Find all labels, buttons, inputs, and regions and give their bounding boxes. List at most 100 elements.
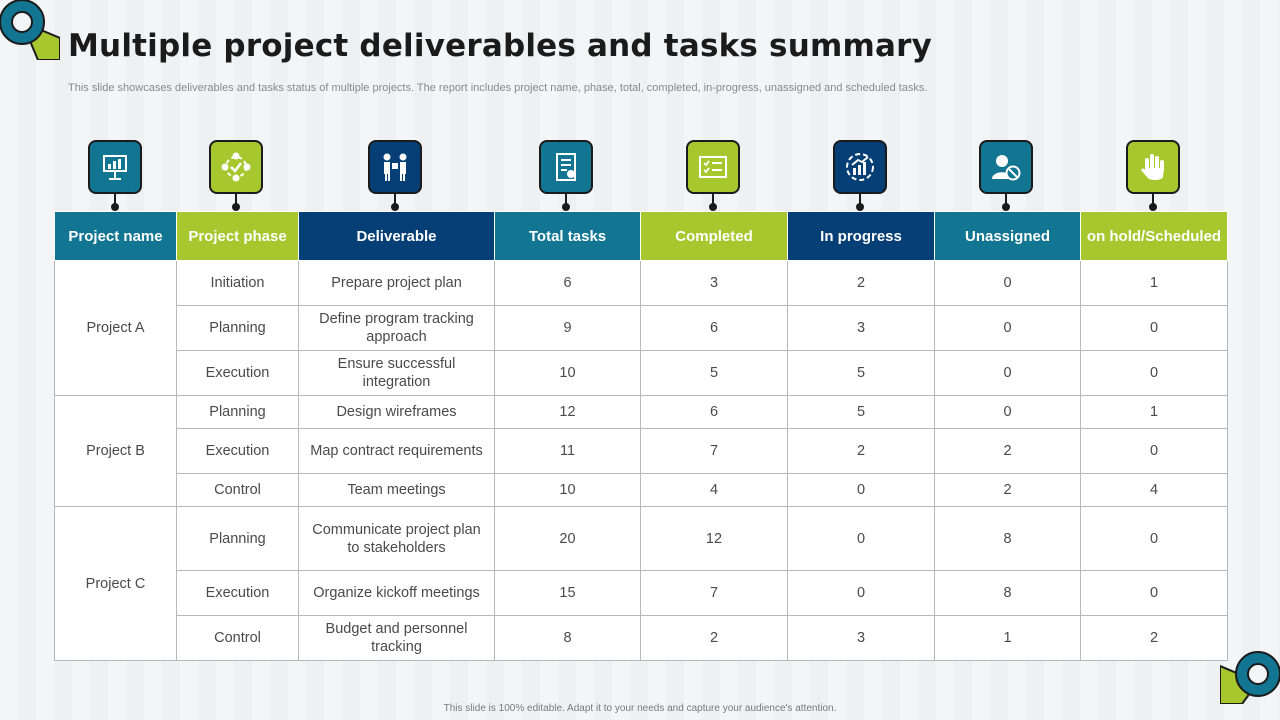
header-icon-row — [54, 140, 1227, 212]
in-progress-cell: 2 — [787, 428, 935, 474]
corner-decoration-bottom-right — [1220, 651, 1280, 704]
completed-cell: 7 — [640, 570, 788, 616]
icon-slot-unassigned — [979, 140, 1037, 212]
header-total-tasks: Total tasks — [494, 211, 641, 261]
header-deliverable: Deliverable — [298, 211, 495, 261]
total-cell: 20 — [494, 506, 641, 571]
header-project-name: Project name — [54, 211, 177, 261]
icon-slot-deliverable — [368, 140, 426, 212]
in-progress-cell: 0 — [787, 506, 935, 571]
scheduled-cell: 0 — [1080, 570, 1228, 616]
deliverables-table: Project name Project phase Deliverable T… — [54, 211, 1228, 661]
table-row: Project A Initiation Prepare project pla… — [54, 260, 1228, 396]
icon-slot-on-hold — [1126, 140, 1184, 212]
task-list-icon — [539, 140, 593, 194]
total-cell: 8 — [494, 615, 641, 661]
hold-hand-icon — [1126, 140, 1180, 194]
deliverable-cell: Organize kickoff meetings — [298, 570, 495, 616]
project-name-cell: Project B — [54, 395, 177, 507]
icon-slot-total-tasks — [539, 140, 597, 212]
completed-cell: 7 — [640, 428, 788, 474]
progress-chart-icon — [833, 140, 887, 194]
handover-icon — [368, 140, 422, 194]
table-row: Control Team meetings 10 4 0 2 4 — [55, 473, 1228, 507]
total-cell: 15 — [494, 570, 641, 616]
scheduled-cell: 1 — [1080, 260, 1228, 306]
project-name-cell: Project C — [54, 506, 177, 661]
unassigned-cell: 0 — [934, 350, 1081, 396]
phase-cell: Initiation — [176, 260, 299, 306]
total-cell: 12 — [494, 395, 641, 429]
header-project-phase: Project phase — [176, 211, 299, 261]
icon-slot-project-name — [88, 140, 146, 212]
deliverable-cell: Budget and personnel tracking — [298, 615, 495, 661]
phase-cell: Execution — [176, 350, 299, 396]
deliverable-cell: Prepare project plan — [298, 260, 495, 306]
unassigned-cell: 0 — [934, 395, 1081, 429]
phase-cell: Planning — [176, 506, 299, 571]
table-row: Project B Planning Design wireframes 12 … — [54, 395, 1228, 507]
deliverable-cell: Ensure successful integration — [298, 350, 495, 396]
icon-slot-project-phase — [209, 140, 267, 212]
project-name-cell: Project A — [54, 260, 177, 396]
header-in-progress: In progress — [787, 211, 935, 261]
phase-cell: Planning — [176, 395, 299, 429]
total-cell: 6 — [494, 260, 641, 306]
in-progress-cell: 5 — [787, 395, 935, 429]
scheduled-cell: 0 — [1080, 428, 1228, 474]
completed-cell: 6 — [640, 305, 788, 351]
total-cell: 11 — [494, 428, 641, 474]
deliverable-cell: Communicate project plan to stakeholders — [298, 506, 495, 571]
corner-decoration-top-left — [0, 0, 60, 60]
in-progress-cell: 3 — [787, 305, 935, 351]
in-progress-cell: 0 — [787, 473, 935, 507]
icon-slot-in-progress — [833, 140, 891, 212]
icon-slot-completed — [686, 140, 744, 212]
footer-note: This slide is 100% editable. Adapt it to… — [443, 703, 837, 714]
presentation-board-icon — [88, 140, 142, 194]
deliverable-cell: Map contract requirements — [298, 428, 495, 474]
table-row: Project C Planning Communicate project p… — [54, 506, 1228, 661]
deliverable-cell: Design wireframes — [298, 395, 495, 429]
header-unassigned: Unassigned — [934, 211, 1081, 261]
table-row: Execution Ensure successful integration … — [55, 350, 1228, 396]
in-progress-cell: 2 — [787, 260, 935, 306]
total-cell: 9 — [494, 305, 641, 351]
unassigned-cell: 8 — [934, 570, 1081, 616]
unassigned-cell: 0 — [934, 260, 1081, 306]
completed-cell: 4 — [640, 473, 788, 507]
completed-cell: 5 — [640, 350, 788, 396]
unassigned-user-icon — [979, 140, 1033, 194]
in-progress-cell: 5 — [787, 350, 935, 396]
process-cycle-icon — [209, 140, 263, 194]
total-cell: 10 — [494, 473, 641, 507]
in-progress-cell: 3 — [787, 615, 935, 661]
phase-cell: Execution — [176, 570, 299, 616]
unassigned-cell: 2 — [934, 473, 1081, 507]
page-subtitle: This slide showcases deliverables and ta… — [68, 82, 928, 94]
scheduled-cell: 1 — [1080, 395, 1228, 429]
deliverable-cell: Team meetings — [298, 473, 495, 507]
page-title: Multiple project deliverables and tasks … — [68, 28, 932, 64]
header-on-hold-scheduled: on hold/Scheduled — [1080, 211, 1228, 261]
scheduled-cell: 2 — [1080, 615, 1228, 661]
header-completed: Completed — [640, 211, 788, 261]
table-header-row: Project name Project phase Deliverable T… — [54, 211, 1228, 261]
phase-cell: Control — [176, 473, 299, 507]
scheduled-cell: 0 — [1080, 506, 1228, 571]
table-row: Control Budget and personnel tracking 8 … — [55, 615, 1228, 661]
deliverable-cell: Define program tracking approach — [298, 305, 495, 351]
total-cell: 10 — [494, 350, 641, 396]
phase-cell: Control — [176, 615, 299, 661]
phase-cell: Planning — [176, 305, 299, 351]
table-row: Planning Define program tracking approac… — [55, 305, 1228, 351]
table-row: Execution Map contract requirements 11 7… — [55, 428, 1228, 474]
completed-cell: 6 — [640, 395, 788, 429]
completed-cell: 3 — [640, 260, 788, 306]
unassigned-cell: 2 — [934, 428, 1081, 474]
unassigned-cell: 1 — [934, 615, 1081, 661]
completed-cell: 12 — [640, 506, 788, 571]
completed-checklist-icon — [686, 140, 740, 194]
in-progress-cell: 0 — [787, 570, 935, 616]
scheduled-cell: 0 — [1080, 305, 1228, 351]
